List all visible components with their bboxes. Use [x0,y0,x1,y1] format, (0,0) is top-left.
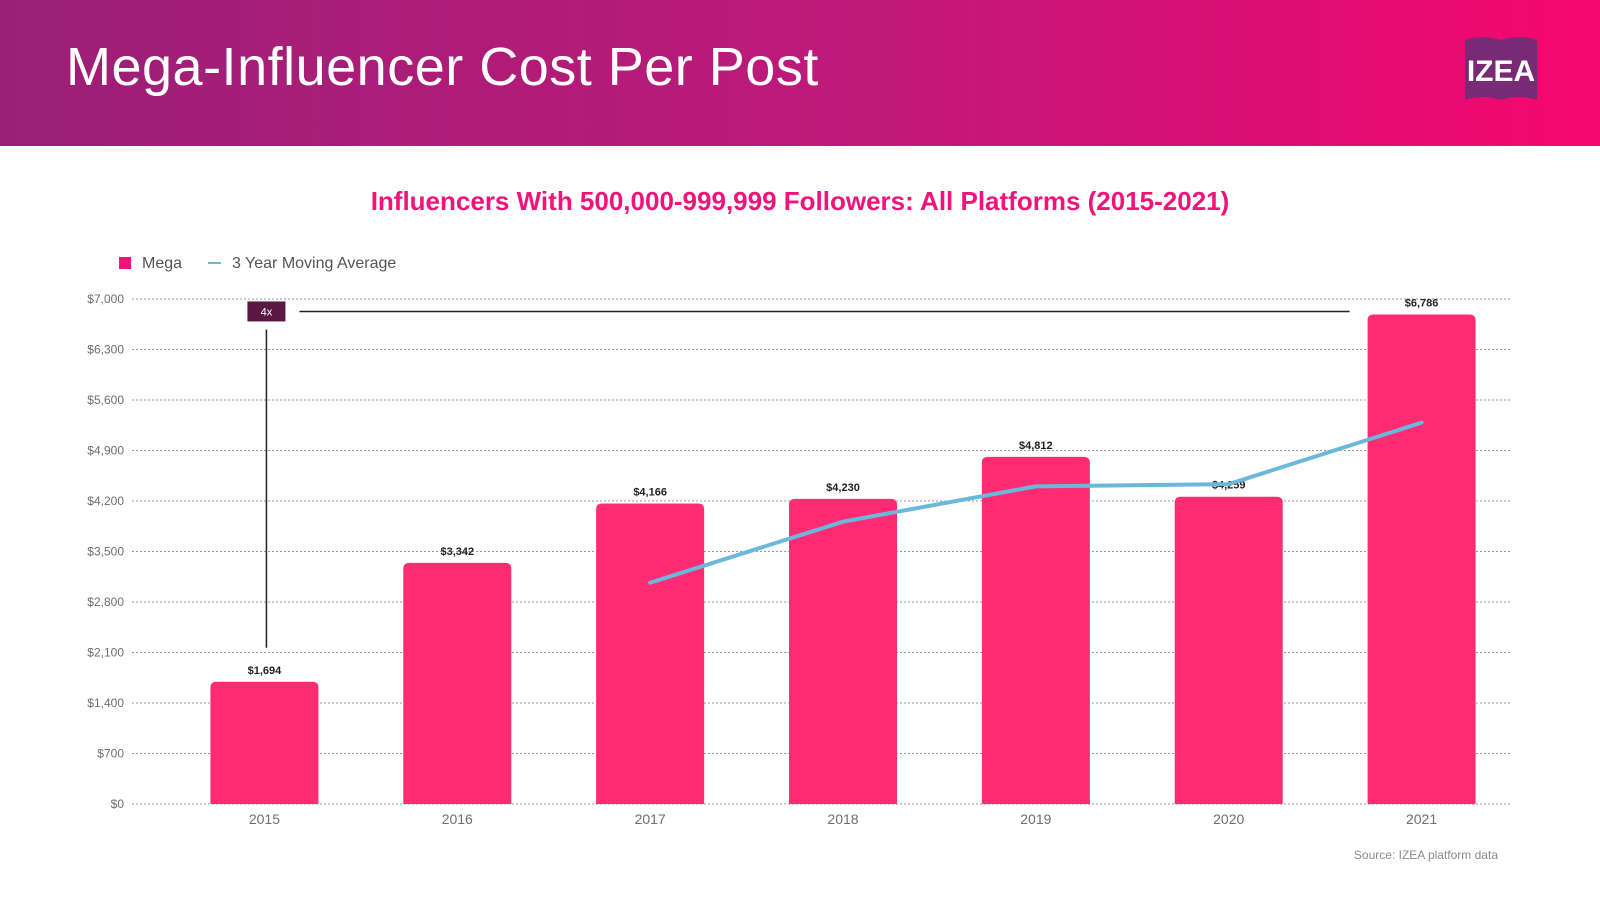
x-tick-label: 2015 [249,811,280,827]
data-label: $4,166 [633,486,667,498]
bar [1367,314,1476,804]
data-label: $6,786 [1405,297,1439,309]
bar [210,681,319,804]
izea-logo: IZEA [1465,37,1537,100]
source-note: Source: IZEA platform data [1353,848,1498,862]
header-banner: Mega-Influencer Cost Per Post IZEA [0,0,1600,146]
y-tick-label: $0 [111,797,125,811]
data-label: $1,694 [248,665,283,677]
y-tick-label: $2,100 [87,646,124,660]
moving-average-line [648,420,1424,585]
y-tick-label: $1,400 [87,696,124,710]
y-tick-label: $5,600 [87,393,124,407]
y-tick-label: $7,000 [87,292,124,306]
y-tick-label: $2,800 [87,595,124,609]
annotation-label: 4x [261,306,273,318]
legend-label-average: 3 Year Moving Average [232,255,396,272]
page-title: Mega-Influencer Cost Per Post [66,37,819,97]
y-tick-label: $3,500 [87,545,124,559]
y-tick-label: $6,300 [87,343,124,357]
x-tick-label: 2021 [1406,811,1437,827]
bar [596,503,705,804]
y-tick-label: $700 [97,747,124,761]
bar [1174,496,1283,804]
bar [403,562,512,804]
x-tick-label: 2017 [635,811,666,827]
annotation-badge [247,301,286,322]
legend-swatch-mega [119,257,131,269]
y-tick-label: $4,900 [87,444,124,458]
x-tick-label: 2016 [442,811,473,827]
bar [981,456,1090,804]
logo-text: IZEA [1467,55,1535,88]
data-label: $4,812 [1019,440,1053,452]
legend-label-mega: Mega [142,255,182,272]
chart-title: Influencers With 500,000-999,999 Followe… [370,186,1230,216]
x-tick-label: 2020 [1213,811,1244,827]
x-tick-label: 2018 [827,811,858,827]
bar [789,498,897,804]
x-tick-label: 2019 [1020,811,1051,827]
data-label: $3,342 [440,546,474,558]
y-tick-label: $4,200 [87,494,124,508]
data-label: $4,230 [826,482,860,494]
